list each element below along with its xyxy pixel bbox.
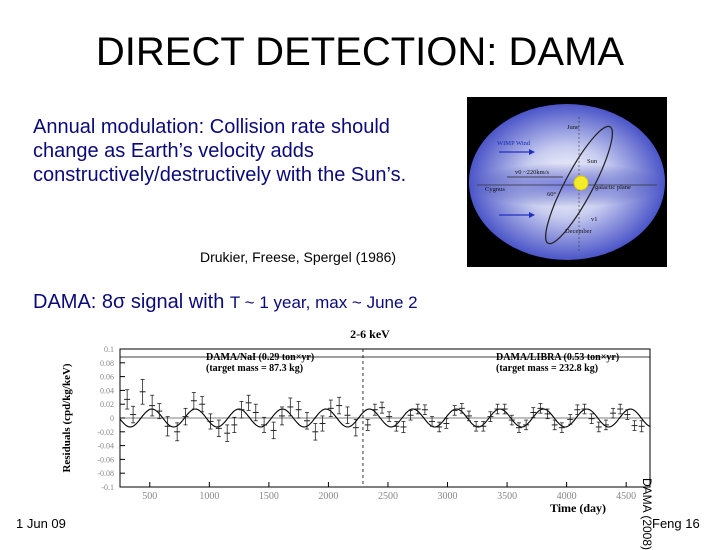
orbit-ellipse <box>545 125 613 245</box>
x-tick-label: 500 <box>142 491 157 502</box>
modulation-chart: 2-6 keV Time (day) Residuals (cpd/kg/keV… <box>58 325 658 520</box>
slide-title: DIRECT DETECTION: DAMA <box>95 30 625 74</box>
orbit-label-angle: 60° <box>547 191 557 198</box>
libra-mass-label: (target mass = 232.8 kg) <box>496 363 598 374</box>
footer-date: 1 Jun 09 <box>16 516 66 531</box>
intro-text: Annual modulation: Collision rate should… <box>33 116 407 186</box>
nai-mass-label: (target mass = 87.3 kg) <box>206 363 303 374</box>
libra-label: DAMA/LIBRA (0.53 ton×yr) <box>496 352 619 363</box>
x-tick-label: 2000 <box>318 491 338 502</box>
side-source-label: DAMA (2008) <box>640 478 654 550</box>
dama-period: T ~ 1 year, max ~ June 2 <box>229 293 418 312</box>
x-tick-label: 1000 <box>199 491 219 502</box>
orbit-label-v1: v1 <box>591 216 598 223</box>
y-tick-label: -0.04 <box>97 442 114 451</box>
wind-arrow-icon <box>499 149 535 155</box>
y-tick-label: 0.06 <box>100 373 114 382</box>
dama-prefix: DAMA: 8 <box>33 291 114 313</box>
footer-page: Feng 16 <box>652 516 700 531</box>
orbit-label-cygnus: Cygnus <box>485 186 505 193</box>
orbit-label-december: December <box>565 228 593 235</box>
sigma-symbol: σ <box>113 291 126 313</box>
y-tick-label: -0.02 <box>97 428 114 437</box>
y-tick-label: 0 <box>110 414 114 423</box>
y-tick-label: 0.02 <box>100 400 114 409</box>
orbit-figure: June WIMP Wind Sun v0 ~220km/s Cygnus 60… <box>467 97 667 267</box>
dama-mid: signal with <box>125 291 230 313</box>
x-tick-label: 2500 <box>378 491 398 502</box>
nai-label: DAMA/NaI (0.29 ton×yr) <box>206 352 314 363</box>
y-tick-label: 0.04 <box>100 386 114 395</box>
y-tick-label: -0.1 <box>101 483 114 492</box>
orbit-label-plane: galactic plane <box>595 184 631 191</box>
y-tick-label: -0.06 <box>97 455 114 464</box>
orbit-label-sun: Sun <box>587 158 598 165</box>
wind-arrow-icon-lower <box>499 212 535 218</box>
x-tick-label: 1500 <box>259 491 279 502</box>
orbit-label-wind: WIMP Wind <box>497 140 531 147</box>
orbit-label-june: June <box>567 124 579 131</box>
citation: Drukier, Freese, Spergel (1986) <box>200 249 397 265</box>
y-tick-label: -0.08 <box>97 469 114 478</box>
x-tick-label: 3000 <box>438 491 458 502</box>
orbit-label-velocity: v0 ~220km/s <box>515 169 550 176</box>
sun-icon <box>573 175 589 191</box>
x-tick-label: 3500 <box>497 491 517 502</box>
x-tick-label: 4500 <box>616 491 636 502</box>
dama-summary: DAMA: 8σ signal with T ~ 1 year, max ~ J… <box>33 291 418 314</box>
y-axis-label: Residuals (cpd/kg/keV) <box>61 363 73 472</box>
x-axis-label: Time (day) <box>550 501 606 515</box>
y-tick-label: 0.1 <box>104 345 114 354</box>
y-tick-label: 0.08 <box>100 359 114 368</box>
chart-title: 2-6 keV <box>350 327 390 341</box>
x-tick-label: 4000 <box>557 491 577 502</box>
